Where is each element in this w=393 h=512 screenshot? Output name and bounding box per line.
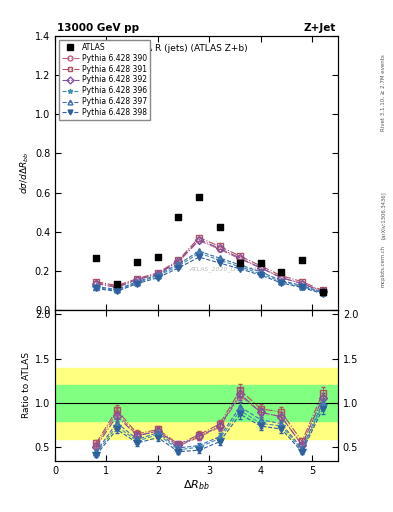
Point — [196, 194, 202, 202]
Point — [175, 213, 182, 221]
Bar — [55, 368, 338, 439]
Legend: ATLAS, Pythia 6.428 390, Pythia 6.428 391, Pythia 6.428 392, Pythia 6.428 396, P: ATLAS, Pythia 6.428 390, Pythia 6.428 39… — [59, 39, 150, 120]
X-axis label: $\Delta R_{bb}$: $\Delta R_{bb}$ — [183, 478, 210, 492]
Text: [arXiv:1306.3436]: [arXiv:1306.3436] — [381, 191, 386, 239]
Point — [258, 259, 264, 267]
Point — [278, 268, 285, 276]
Point — [134, 258, 140, 266]
Point — [155, 253, 161, 261]
Text: mcplots.cern.ch: mcplots.cern.ch — [381, 245, 386, 287]
Text: ATLAS_2020_I1788444: ATLAS_2020_I1788444 — [189, 266, 261, 272]
Text: 13000 GeV pp: 13000 GeV pp — [57, 23, 139, 33]
Text: Rivet 3.1.10, ≥ 2.7M events: Rivet 3.1.10, ≥ 2.7M events — [381, 54, 386, 131]
Point — [217, 223, 223, 231]
Text: Δ R (jets) (ATLAS Z+b): Δ R (jets) (ATLAS Z+b) — [146, 44, 247, 53]
Point — [299, 256, 305, 264]
Text: Z+Jet: Z+Jet — [304, 23, 336, 33]
Point — [93, 254, 99, 262]
Point — [114, 280, 120, 288]
Y-axis label: Ratio to ATLAS: Ratio to ATLAS — [22, 352, 31, 418]
Y-axis label: $d\sigma/d\Delta R_{bb}$: $d\sigma/d\Delta R_{bb}$ — [18, 152, 31, 194]
Point — [320, 288, 326, 296]
Point — [237, 259, 243, 267]
Bar — [55, 386, 338, 421]
